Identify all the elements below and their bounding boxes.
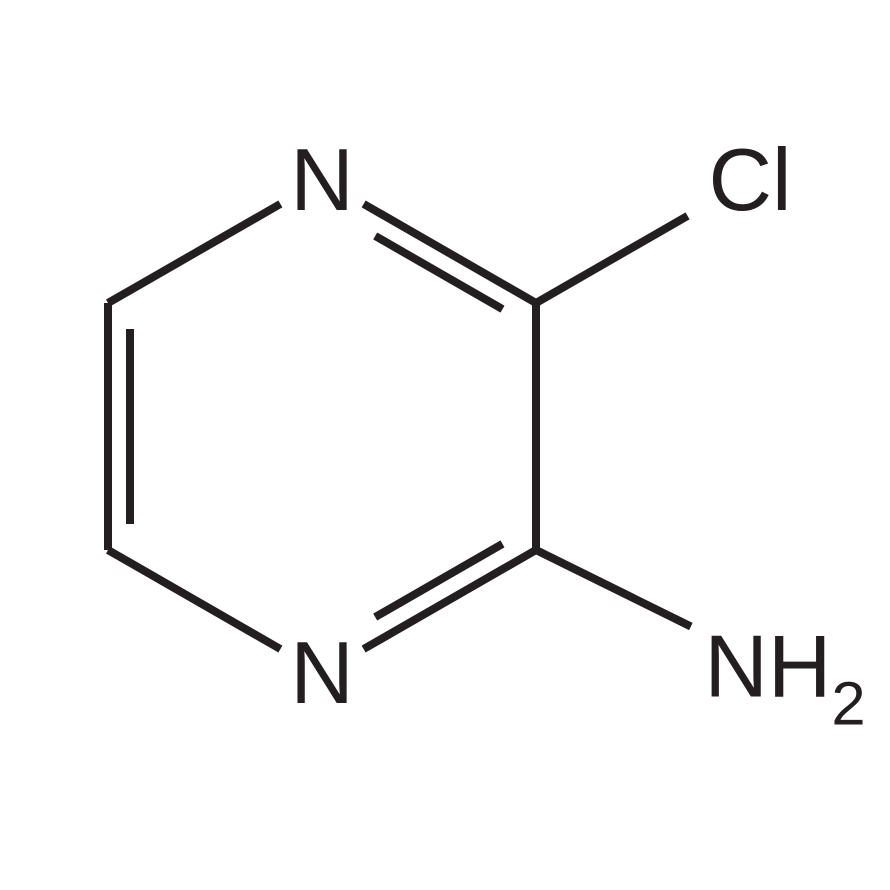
atom-subscript: 2 bbox=[831, 670, 865, 739]
atom-label-nh2: NH2 bbox=[704, 616, 865, 731]
atom-text: NH bbox=[704, 617, 831, 716]
atom-label-n4: N bbox=[290, 622, 354, 724]
atom-label-cl: Cl bbox=[708, 129, 791, 231]
atom-label-n1: N bbox=[290, 129, 354, 231]
